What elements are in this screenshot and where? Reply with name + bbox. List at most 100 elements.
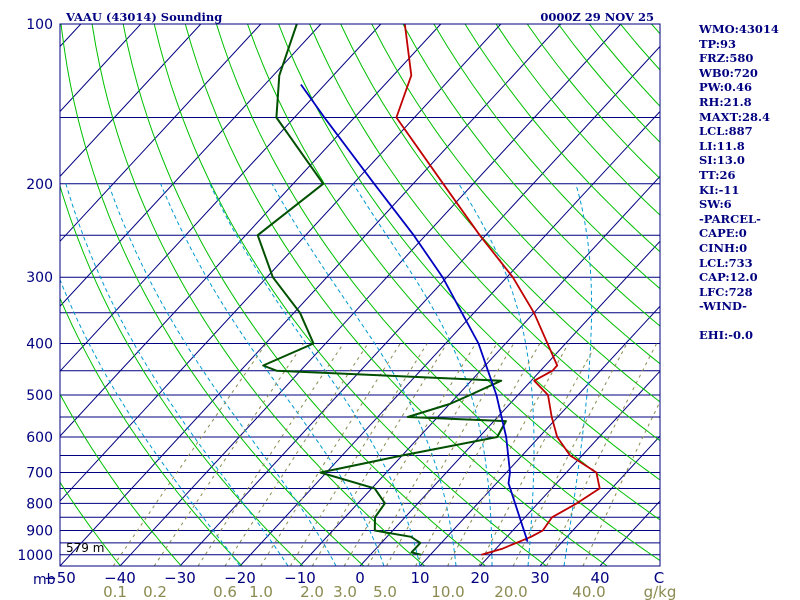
temperature-tick-1: −40 — [104, 569, 136, 587]
pressure-tick-600: 600 — [26, 430, 53, 446]
dry-adiabat-360 — [340, 24, 660, 403]
isotherm--60 — [60, 24, 502, 502]
mixing-ratio-label-5: 3.0 — [333, 583, 357, 600]
mixing-ratio-label-2: 0.6 — [213, 583, 237, 600]
mixing-ratio-label-6: 5.0 — [373, 583, 397, 600]
mixing-ratio-line-1 — [153, 343, 304, 566]
moist-adiabat-6 — [352, 183, 493, 566]
sounding-traces — [256, 24, 601, 556]
sounding-index-17: CAP:12.0 — [699, 270, 758, 285]
isotherm--30 — [179, 45, 660, 566]
dry-adiabat-350 — [309, 24, 660, 442]
sounding-index-6: MAXT:28.4 — [699, 109, 770, 124]
dry-adiabat-220 — [60, 565, 61, 566]
temperature-tick-8: 30 — [530, 569, 549, 587]
isotherm--100 — [60, 24, 262, 243]
mixing-ratio-line-3 — [224, 343, 369, 566]
mixing-ratio-line-7 — [343, 343, 477, 566]
plot-frame — [59, 23, 661, 567]
pressure-tick-100: 100 — [26, 17, 53, 33]
y-axis-label: mb — [33, 572, 56, 588]
dry-adiabat-310 — [184, 24, 608, 566]
dry-adiabat-370 — [371, 24, 660, 365]
isotherm--90 — [60, 24, 322, 307]
moist-adiabat-7 — [458, 183, 535, 566]
pressure-tick-1000: 1000 — [17, 548, 53, 564]
isotherm--40 — [119, 24, 622, 566]
sounding-index-3: WB0:720 — [699, 65, 758, 80]
isotherm--10 — [299, 175, 660, 566]
mixing-ratio-label-3: 1.0 — [249, 583, 273, 600]
sounding-index-2: FRZ:580 — [699, 51, 754, 66]
observation-time: 0000Z 29 NOV 25 — [540, 10, 654, 24]
mixing-ratio-label-9: 40.0 — [572, 583, 605, 600]
isotherm-0 — [359, 240, 660, 566]
sounding-index-13: -PARCEL- — [699, 211, 761, 226]
mixing-ratio-line-5 — [289, 343, 428, 566]
pressure-tick-700: 700 — [26, 466, 53, 482]
mixing-ratio-line-9 — [386, 343, 515, 566]
dewpoint-trace — [256, 24, 507, 556]
sounding-index-21: EHI:-0.0 — [699, 328, 754, 343]
mixing-ratio-line-12 — [478, 343, 597, 566]
sounding-index-19: -WIND- — [699, 299, 747, 314]
moist-adiabat-4 — [209, 183, 421, 566]
temperature-tick-0: −50 — [44, 569, 76, 587]
mixing-ratio-line-8 — [367, 343, 498, 566]
sounding-index-5: RH:21.8 — [699, 94, 752, 109]
moist-adiabat-2 — [108, 183, 337, 566]
sounding-index-7: LCL:887 — [699, 124, 753, 139]
isotherm--70 — [60, 24, 442, 437]
isotherm-30 — [539, 435, 660, 566]
dry-adiabat-280 — [91, 24, 426, 566]
dry-adiabat-380 — [402, 24, 660, 327]
mixing-ratio-line-6 — [311, 343, 448, 566]
pressure-tick-900: 900 — [26, 523, 53, 539]
isotherm--130 — [60, 24, 82, 48]
sounding-index-4: PW:0.46 — [699, 80, 753, 95]
dry-adiabat-260 — [60, 184, 304, 566]
surface-height-label: 579 m — [66, 541, 104, 555]
temperature-tick-3: −20 — [224, 569, 256, 587]
parcel-trace — [300, 83, 529, 542]
mixing-ratio-line-15 — [582, 400, 660, 566]
pressure-tick-300: 300 — [26, 270, 53, 286]
pressure-tick-800: 800 — [26, 496, 53, 512]
sounding-index-14: CAPE:0 — [699, 226, 747, 241]
temperature-trace — [395, 24, 601, 556]
isotherm--110 — [60, 24, 202, 178]
mixing-ratio-label-7: 10.0 — [431, 583, 464, 600]
dry-adiabat-400 — [464, 24, 660, 253]
sounding-index-16: LCL:733 — [699, 255, 753, 270]
mixing-ratio-line-10 — [415, 343, 541, 566]
moist-adiabat-3 — [160, 183, 385, 566]
mixing-ratio-line-4 — [260, 343, 401, 566]
sounding-indices-panel: WMO:43014 TP:93 FRZ:580 WB0:720 PW:0.46 RH:21… — [699, 22, 799, 343]
temperature-tick-6: 10 — [410, 569, 429, 587]
sounding-index-20 — [699, 314, 799, 329]
sounding-index-12: SW:6 — [699, 197, 732, 212]
mixing-ratio-line-0 — [112, 343, 267, 566]
isotherm--50 — [60, 24, 562, 566]
dry-adiabat-320 — [215, 24, 660, 562]
pressure-tick-200: 200 — [26, 177, 53, 193]
skewt-grid — [0, 24, 660, 566]
dry-adiabat-270 — [60, 24, 365, 566]
dry-adiabat-290 — [122, 24, 486, 566]
dry-adiabat-390 — [433, 24, 660, 290]
chart-title: VAAU (43014) Sounding — [65, 10, 222, 24]
sounding-index-8: LI:11.8 — [699, 138, 745, 153]
isotherm--140 — [0, 24, 21, 566]
dry-adiabat-250 — [60, 296, 243, 566]
sounding-index-11: KI:-11 — [699, 182, 740, 197]
sounding-index-10: TT:26 — [699, 167, 736, 182]
sounding-index-1: TP:93 — [699, 36, 737, 51]
isotherm-20 — [479, 370, 660, 566]
sounding-index-15: CINH:0 — [699, 240, 748, 255]
mixing-ratio-line-2 — [197, 343, 344, 566]
temperature-unit-label: C — [654, 569, 664, 587]
temperature-tick-5: 0 — [355, 569, 365, 587]
mixing-ratio-label-0: 0.1 — [103, 583, 127, 600]
pressure-tick-500: 500 — [26, 388, 53, 404]
